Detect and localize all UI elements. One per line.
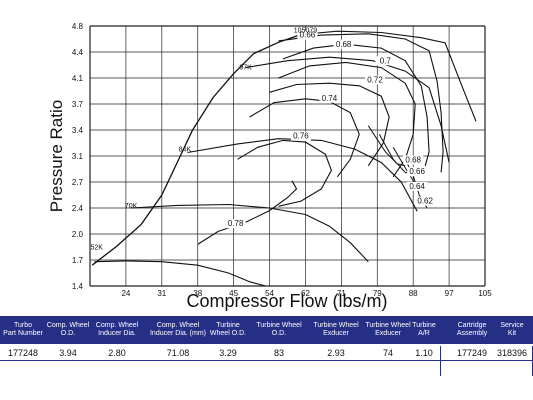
efficiency-label: 0.64 xyxy=(409,182,425,191)
y-tick-label: 3.7 xyxy=(72,100,84,109)
y-tick-label: 4.1 xyxy=(72,74,84,83)
table-header-cell: Turbine A/R xyxy=(412,322,436,337)
efficiency-label: 0.68 xyxy=(336,40,352,49)
x-tick-label: 38 xyxy=(193,289,202,298)
efficiency-label-bg xyxy=(407,181,428,191)
table-header-cell: Comp. Wheel Inducer Dia. (mm) xyxy=(149,322,206,337)
x-tick-label: 88 xyxy=(409,289,418,298)
x-tick-label: 105 xyxy=(478,289,492,298)
speed-label: 84K xyxy=(179,147,192,154)
efficiency-label-bg xyxy=(225,219,246,229)
table-header-cell: Turbine Wheel O.D. xyxy=(209,322,247,337)
efficiency-label: 0.62 xyxy=(417,197,433,206)
speed-line xyxy=(94,260,266,287)
speed-label: 105079 xyxy=(294,28,317,35)
axis-ticks: 24 31 38 45 54 62 71 79 88 97 105 1.4 1.7 2.0 2.4 2.7 3.… xyxy=(72,22,492,298)
efficiency-label: 0.74 xyxy=(322,94,338,103)
table-cell: 2.80 xyxy=(108,348,126,358)
y-tick-label: 3.1 xyxy=(72,152,84,161)
y-tick-label: 4.4 xyxy=(72,48,84,57)
table-cell: 318396 xyxy=(496,348,528,358)
efficiency-label-bg xyxy=(333,39,354,49)
x-tick-label: 24 xyxy=(121,289,130,298)
table-header-cell: Service Kit xyxy=(500,322,524,337)
speed-line xyxy=(187,138,418,212)
table-header-cell: Cartridge Assembly xyxy=(456,322,488,337)
efficiency-label: 0.7 xyxy=(380,56,392,65)
efficiency-label-bg xyxy=(375,56,396,66)
y-tick-label: 2.4 xyxy=(72,204,84,213)
x-tick-label: 54 xyxy=(265,289,274,298)
y-tick-label: 2.7 xyxy=(72,178,84,187)
compressor-map-chart: 0.66 0.68 0.7 0.72 0.74 0.76 0.78 0.68 0.66 0.64 0… xyxy=(47,22,492,311)
efficiency-label-bg xyxy=(297,30,318,40)
y-tick-label: 4.8 xyxy=(72,22,84,31)
y-tick-label: 3.4 xyxy=(72,126,84,135)
table-header-cell: Turbine Wheel O.D. xyxy=(256,322,302,337)
efficiency-label-bg xyxy=(365,75,386,85)
speed-label: 52K xyxy=(90,245,103,252)
efficiency-label: 0.66 xyxy=(300,31,316,40)
x-tick-label: 79 xyxy=(373,289,382,298)
y-tick-label: 1.4 xyxy=(72,282,84,291)
speed-line xyxy=(130,203,369,263)
surge-line-path xyxy=(91,33,302,266)
table-cell: 3.29 xyxy=(219,348,237,358)
x-tick-label: 62 xyxy=(301,289,310,298)
efficiency-label: 0.76 xyxy=(293,132,309,141)
specs-table: Turbo Part Number Comp. Wheel O.D. Comp. W… xyxy=(0,316,533,380)
x-tick-label: 45 xyxy=(229,289,238,298)
table-header-cell: Comp. Wheel O.D. xyxy=(46,322,90,337)
speed-lines xyxy=(94,30,477,287)
efficiency-island xyxy=(278,61,416,178)
efficiency-label: 0.78 xyxy=(228,219,244,228)
table-cell: 3.94 xyxy=(59,348,77,358)
efficiency-label-bg xyxy=(415,196,436,206)
x-axis-title: Compressor Flow (lbs/m) xyxy=(186,291,387,311)
x-tick-label: 31 xyxy=(157,289,166,298)
efficiency-island xyxy=(237,139,333,207)
speed-line xyxy=(245,56,450,163)
speed-label: 97K xyxy=(239,64,252,71)
efficiency-island xyxy=(249,98,360,178)
y-tick-label: 2.0 xyxy=(72,230,84,239)
table-cell: 83 xyxy=(273,348,284,358)
table-row: 177248 3.94 2.80 71.08 3.29 83 2.93 74 1.10 17724… xyxy=(0,346,533,361)
efficiency-island xyxy=(197,180,298,245)
table-separator xyxy=(440,346,441,376)
table-header-cell: Turbo Part Number xyxy=(3,322,43,337)
efficiency-label-bg xyxy=(319,93,340,103)
x-tick-label: 97 xyxy=(445,289,454,298)
speed-label: 70K xyxy=(125,203,138,210)
table-header-cell: Turbine Wheel Exducer xyxy=(365,322,411,337)
x-tick-label: 71 xyxy=(337,289,346,298)
table-header-cell: Turbine Wheel Exducer xyxy=(313,322,359,337)
efficiency-island xyxy=(278,33,444,173)
choke-efficiency-line xyxy=(367,125,406,167)
chart-labels: 0.66 0.68 0.7 0.72 0.74 0.76 0.78 0.68 0.66 0.64 0… xyxy=(90,28,436,252)
table-cell: 74 xyxy=(382,348,393,358)
efficiency-label-bg xyxy=(403,155,424,165)
table-cell: 177248 xyxy=(7,348,39,358)
efficiency-label: 0.68 xyxy=(405,156,421,165)
efficiency-island xyxy=(282,43,430,166)
specs-table-header: Turbo Part Number Comp. Wheel O.D. Comp. W… xyxy=(0,316,533,344)
efficiency-label-bg xyxy=(407,167,428,177)
efficiency-label-bg xyxy=(290,131,311,141)
efficiency-label: 0.66 xyxy=(409,167,425,176)
y-tick-label: 1.7 xyxy=(72,256,84,265)
table-cell: 2.93 xyxy=(327,348,345,358)
table-cell: 177249 xyxy=(456,348,488,358)
surge-line xyxy=(91,33,302,266)
table-header-cell: Comp. Wheel Inducer Dia. xyxy=(95,322,139,337)
table-cell: 71.08 xyxy=(166,348,190,358)
speed-line xyxy=(300,30,477,122)
efficiency-label: 0.72 xyxy=(367,76,383,85)
efficiency-island xyxy=(269,82,390,167)
y-axis-title: Pressure Ratio xyxy=(47,100,66,212)
table-cell: 1.10 xyxy=(415,348,433,358)
